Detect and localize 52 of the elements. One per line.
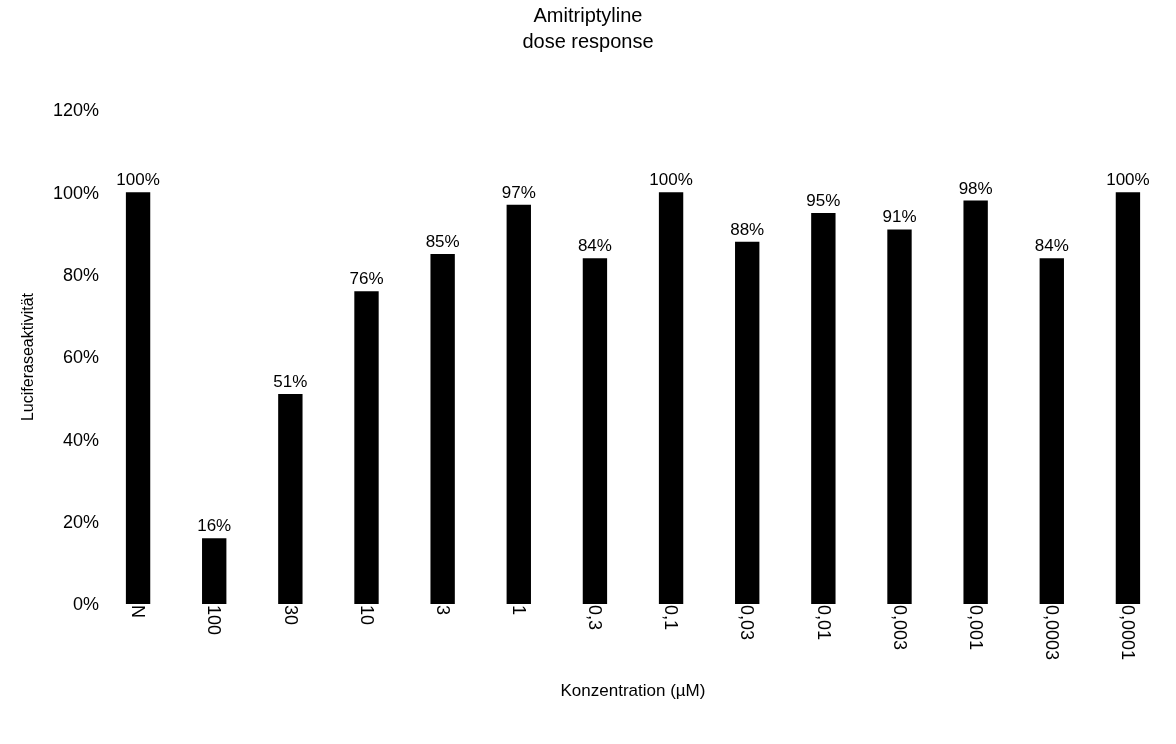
x-tick-label: N <box>128 605 149 618</box>
bar <box>963 200 988 604</box>
x-tick-label: 0,03 <box>737 605 758 641</box>
bar <box>354 291 379 604</box>
x-tick-label: 3 <box>432 605 453 616</box>
bar <box>811 212 836 604</box>
y-tick-label: 80% <box>62 264 99 285</box>
bar <box>125 192 151 604</box>
data-label: 100% <box>1106 170 1150 190</box>
y-axis-title: Luciferaseaktivität <box>18 292 36 422</box>
x-tick-label: 0,001 <box>965 605 986 651</box>
x-tick-label: 0,0001 <box>1118 605 1139 661</box>
data-label: 91% <box>882 207 917 227</box>
bar <box>658 192 684 604</box>
bar <box>278 394 303 604</box>
x-tick-label: 0,1 <box>661 605 682 631</box>
bar <box>430 254 455 604</box>
data-label: 51% <box>273 372 308 392</box>
data-label: 76% <box>349 269 384 289</box>
data-label: 84% <box>577 236 612 256</box>
bar <box>1039 258 1064 604</box>
y-tick-label: 120% <box>52 100 99 121</box>
bar <box>582 258 608 604</box>
bar <box>202 538 227 604</box>
bar <box>887 229 912 604</box>
bar <box>1115 192 1141 604</box>
x-tick-label: 0,3 <box>585 605 606 631</box>
y-tick-label: 20% <box>62 511 99 532</box>
x-tick-label: 10 <box>356 605 377 626</box>
bar <box>735 241 760 604</box>
data-label: 84% <box>1034 236 1069 256</box>
data-label: 88% <box>730 219 765 239</box>
y-tick-label: 100% <box>52 182 99 203</box>
bar <box>506 204 531 604</box>
data-label: 100% <box>649 170 693 190</box>
x-tick-label: 0,0003 <box>1041 605 1062 661</box>
chart-title: Amitriptyline dose response <box>522 4 654 53</box>
y-tick-label: 60% <box>62 347 99 368</box>
data-label: 98% <box>958 178 993 198</box>
x-tick-label: 1 <box>508 605 529 616</box>
x-tick-label: 0,003 <box>889 605 910 651</box>
x-tick-label: 30 <box>280 605 301 626</box>
x-axis-title: Konzentration (µM) <box>560 681 706 701</box>
data-label: 100% <box>116 170 160 190</box>
y-tick-label: 0% <box>72 594 99 615</box>
data-label: 16% <box>197 516 232 536</box>
data-label: 95% <box>806 190 841 210</box>
y-tick-label: 40% <box>62 429 99 450</box>
x-tick-label: 100 <box>204 605 225 636</box>
data-label: 85% <box>425 232 460 252</box>
data-label: 97% <box>501 182 536 202</box>
x-tick-label: 0,01 <box>813 605 834 641</box>
